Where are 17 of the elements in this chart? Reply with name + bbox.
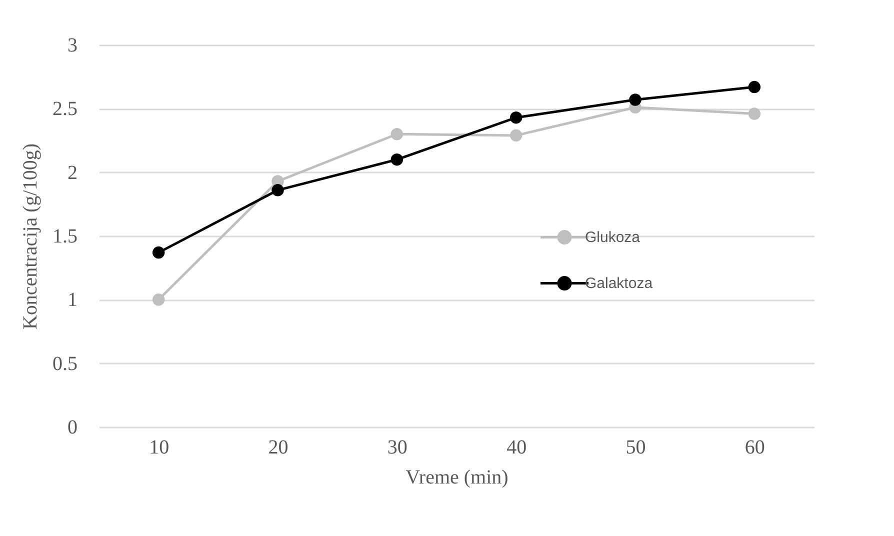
x-tick-label: 40 xyxy=(506,436,527,458)
x-tick-label: 60 xyxy=(744,436,765,458)
x-axis-title: Vreme (min) xyxy=(406,466,508,488)
x-tick-label: 20 xyxy=(268,436,288,458)
y-tick-label: 1 xyxy=(68,289,78,312)
y-tick-label: 0 xyxy=(68,416,78,438)
x-tick-label: 10 xyxy=(149,436,170,458)
y-tick-label: 1.5 xyxy=(52,226,78,248)
y-tick-label: 3 xyxy=(68,34,78,56)
y-tick-label: 2.5 xyxy=(52,98,78,120)
x-tick-label: 50 xyxy=(626,436,646,458)
legend-label: Galaktoza xyxy=(585,275,654,292)
y-axis-title: Koncentracija (g/100g) xyxy=(20,143,42,330)
legend-label: Glukoza xyxy=(585,229,641,246)
x-tick-label: 30 xyxy=(387,436,408,458)
y-tick-label: 0.5 xyxy=(52,352,78,375)
y-tick-label: 2 xyxy=(68,162,78,184)
